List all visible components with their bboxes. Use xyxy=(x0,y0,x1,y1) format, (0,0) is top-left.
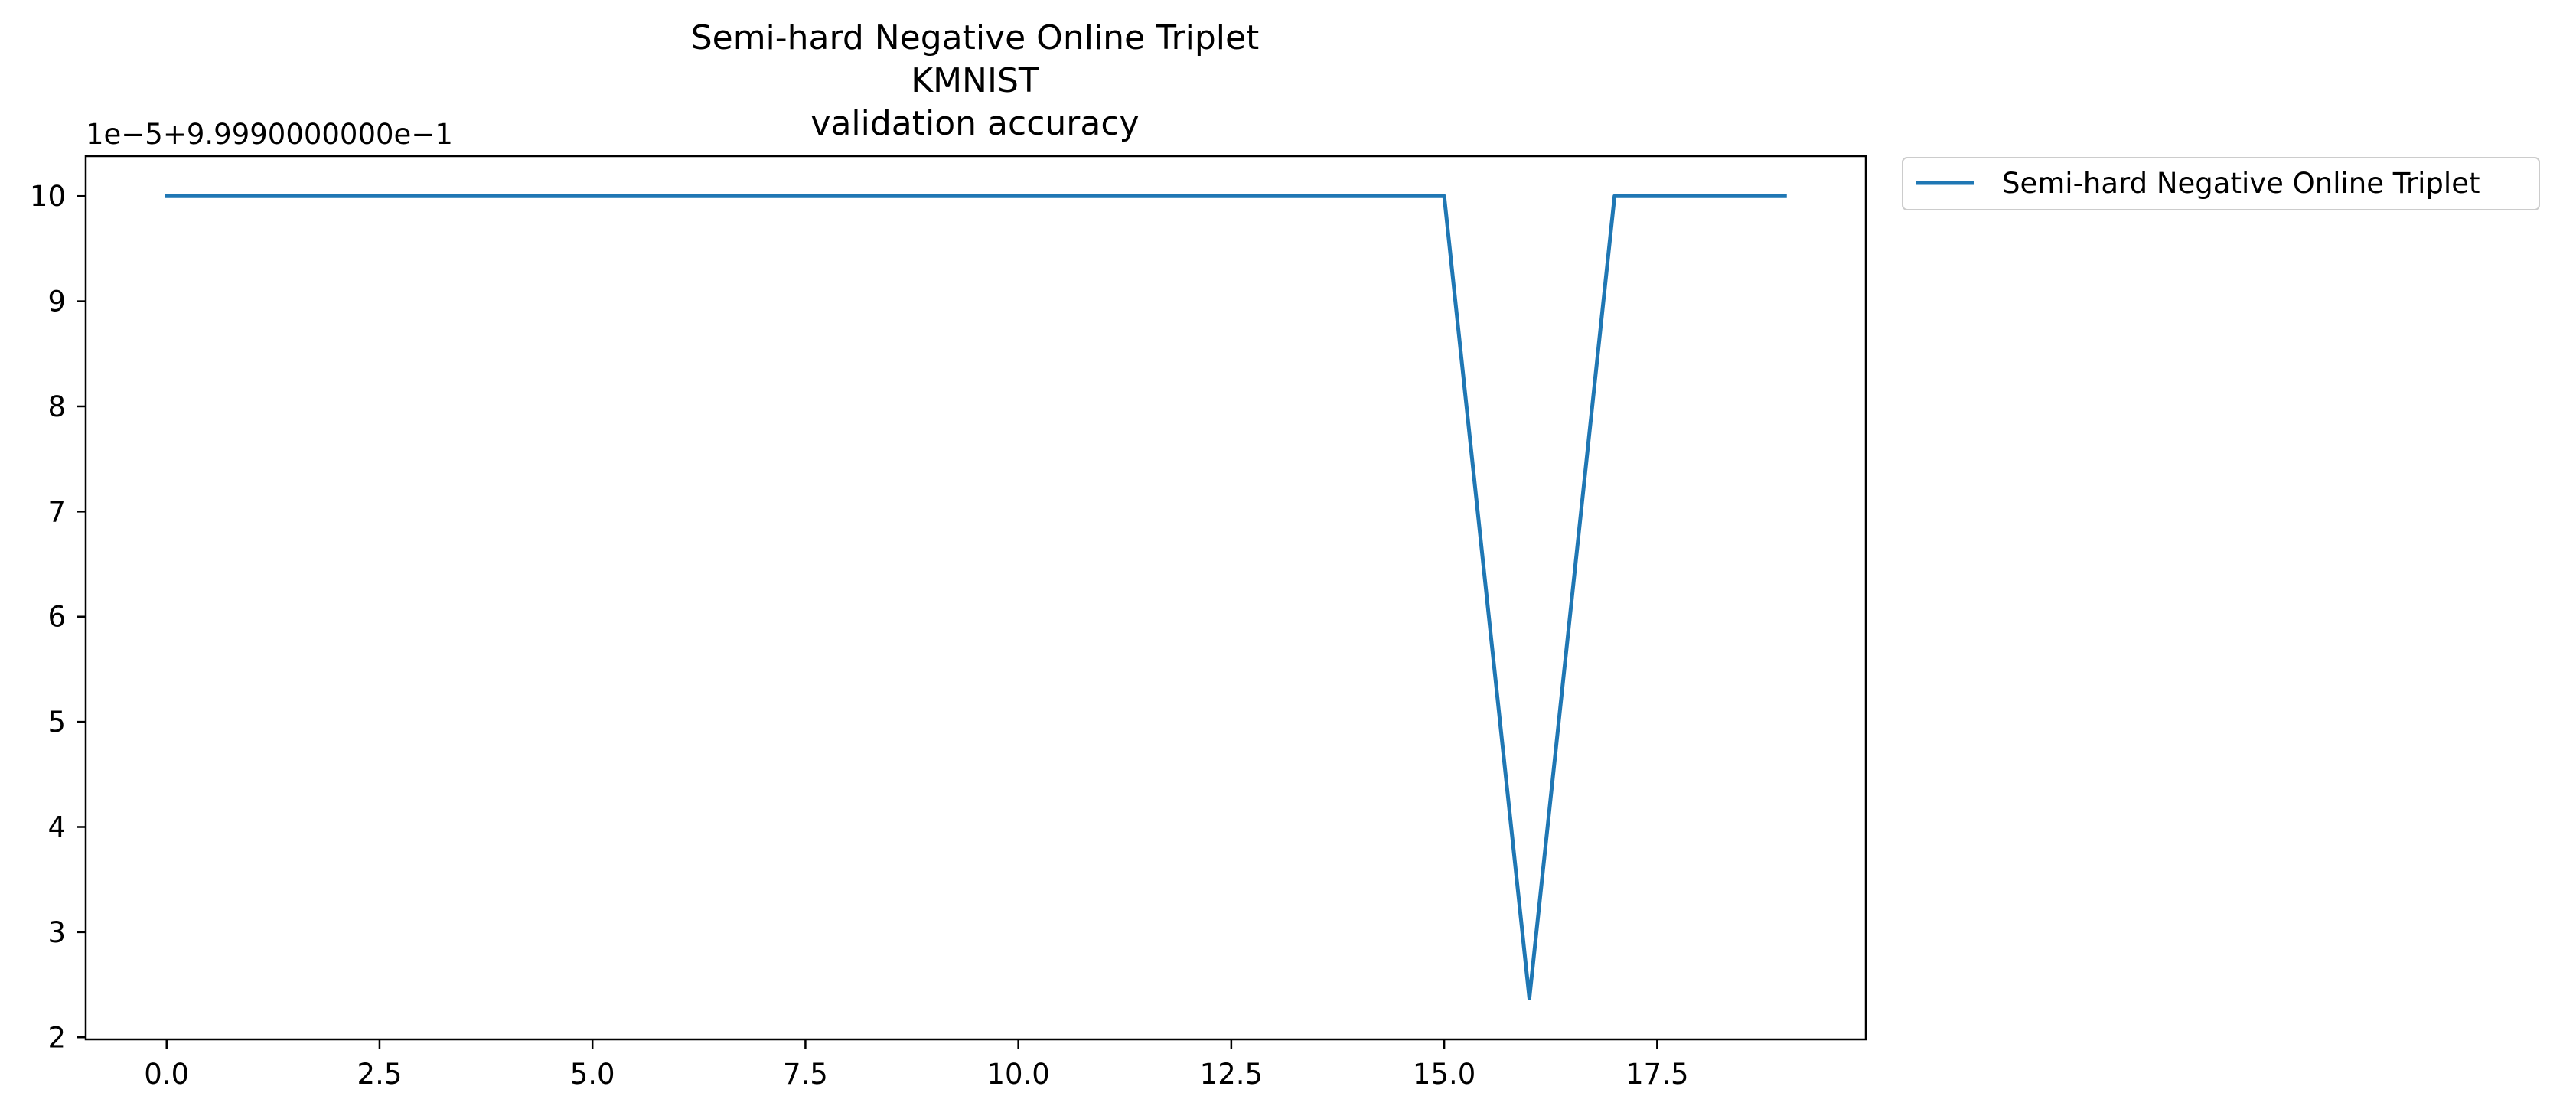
series-line xyxy=(165,194,1787,1000)
plot-area xyxy=(86,156,1866,1039)
chart-title-line-3: validation accuracy xyxy=(810,104,1139,143)
legend-label: Semi-hard Negative Online Triplet xyxy=(2002,167,2480,200)
x-axis: 0.0 2.5 5.0 7.5 10.0 12.5 15.0 17.5 xyxy=(144,1039,1689,1091)
y-tick-label: 10 xyxy=(30,180,66,213)
x-tick-label: 10.0 xyxy=(986,1058,1049,1091)
y-tick-label: 6 xyxy=(47,601,66,634)
chart-title-line-1: Semi-hard Negative Online Triplet xyxy=(691,18,1260,57)
y-axis: 2 3 4 5 6 7 8 9 10 xyxy=(30,180,86,1054)
series-layer xyxy=(165,194,1787,1000)
y-tick-label: 2 xyxy=(47,1021,66,1054)
legend-box xyxy=(1902,157,2540,210)
y-tick-label: 4 xyxy=(47,811,66,843)
legend: Semi-hard Negative Online Triplet xyxy=(1902,157,2540,210)
x-tick-label: 12.5 xyxy=(1200,1058,1263,1091)
y-tick-label: 5 xyxy=(47,706,66,739)
y-tick-label: 3 xyxy=(47,916,66,949)
x-tick-label: 5.0 xyxy=(570,1058,615,1091)
chart-title-line-2: KMNIST xyxy=(911,61,1039,100)
y-axis-offset-label: 1e−5+9.9990000000e−1 xyxy=(86,118,453,151)
plot-frame xyxy=(84,155,1867,1041)
x-tick-label: 15.0 xyxy=(1413,1058,1475,1091)
y-tick-label: 7 xyxy=(47,495,66,528)
x-tick-label: 2.5 xyxy=(357,1058,403,1091)
x-tick-label: 0.0 xyxy=(144,1058,189,1091)
y-tick-label: 8 xyxy=(47,390,66,423)
y-tick-label: 9 xyxy=(47,285,66,318)
x-tick-label: 7.5 xyxy=(783,1058,828,1091)
x-tick-label: 17.5 xyxy=(1625,1058,1688,1091)
chart-title: Semi-hard Negative Online Triplet KMNIST… xyxy=(691,18,1260,143)
